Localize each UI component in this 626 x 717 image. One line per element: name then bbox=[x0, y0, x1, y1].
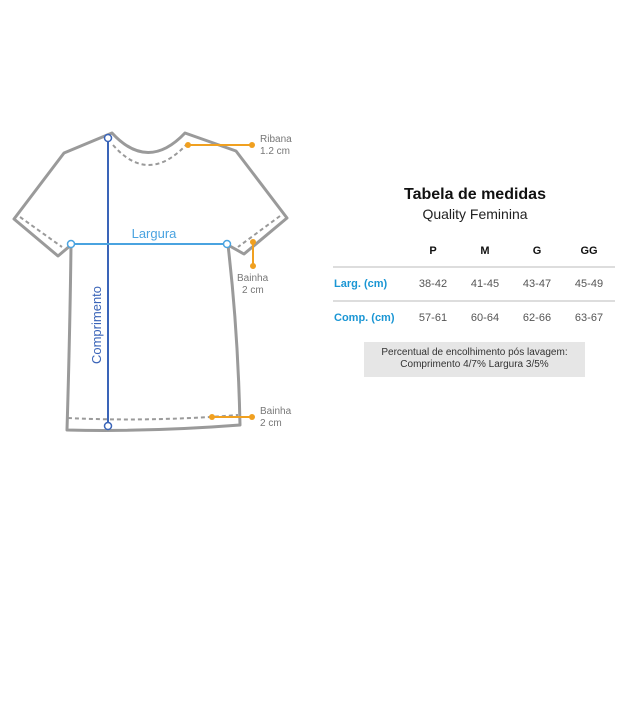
width-end-marker bbox=[222, 239, 232, 249]
tshirt-diagram: Comprimento Largura Ribana 1.2 cm Bainha… bbox=[12, 131, 292, 432]
bottom-hem-annotation: Bainha 2 cm bbox=[209, 406, 292, 429]
table-cell: 45-49 bbox=[563, 267, 615, 302]
width-start-marker bbox=[66, 239, 76, 249]
length-end-marker bbox=[103, 421, 113, 431]
note-line-2: Comprimento 4/7% Largura 3/5% bbox=[400, 359, 549, 370]
row-label: Comp. (cm) bbox=[334, 312, 395, 324]
sleeve-stitch-left bbox=[19, 216, 63, 248]
ribana-annotation: Ribana 1.2 cm bbox=[185, 134, 292, 157]
size-header: P bbox=[407, 236, 459, 268]
ribana-size: 1.2 cm bbox=[260, 146, 290, 157]
size-table: P M G GG Larg. (cm) 38-42 41-45 43-47 45… bbox=[333, 236, 615, 334]
table-cell: 57-61 bbox=[418, 312, 448, 324]
shrinkage-note: Percentual de encolhimento pós lavagem: … bbox=[364, 342, 585, 377]
bottom-hem-size: 2 cm bbox=[260, 418, 282, 429]
row-label: Larg. (cm) bbox=[333, 267, 407, 302]
table-cell: 60-64 bbox=[470, 312, 500, 324]
bottom-hem-name: Bainha bbox=[260, 406, 292, 417]
note-line-1: Percentual de encolhimento pós lavagem: bbox=[381, 347, 568, 358]
table-row: Larg. (cm) 38-42 41-45 43-47 45-49 bbox=[333, 267, 615, 302]
ribana-name: Ribana bbox=[260, 134, 292, 145]
table-cell: 62-66 bbox=[522, 312, 552, 324]
sleeve-hem-name: Bainha bbox=[237, 273, 269, 284]
size-header: M bbox=[459, 236, 511, 268]
table-subtitle: Quality Feminina bbox=[422, 206, 528, 222]
sleeve-hem-annotation: Bainha 2 cm bbox=[237, 239, 269, 296]
table-cell: 43-47 bbox=[511, 267, 563, 302]
table-cell: 63-67 bbox=[574, 312, 604, 324]
table-title: Tabela de medidas bbox=[404, 186, 546, 203]
length-start-marker bbox=[103, 133, 113, 143]
tshirt-outline bbox=[12, 131, 289, 432]
size-header-row: P M G GG bbox=[333, 236, 615, 268]
width-label: Largura bbox=[132, 226, 178, 241]
sleeve-stitch-right bbox=[237, 215, 281, 248]
sleeve-hem-size: 2 cm bbox=[242, 285, 264, 296]
table-cell: 38-42 bbox=[407, 267, 459, 302]
size-header: G bbox=[511, 236, 563, 268]
table-cell: 41-45 bbox=[459, 267, 511, 302]
collar-stitch bbox=[112, 144, 187, 166]
size-header: GG bbox=[563, 236, 615, 268]
header-empty bbox=[333, 236, 407, 268]
table-row: Comp. (cm) 57-61 60-64 62-66 63-67 bbox=[333, 301, 615, 334]
length-label: Comprimento bbox=[89, 286, 104, 364]
